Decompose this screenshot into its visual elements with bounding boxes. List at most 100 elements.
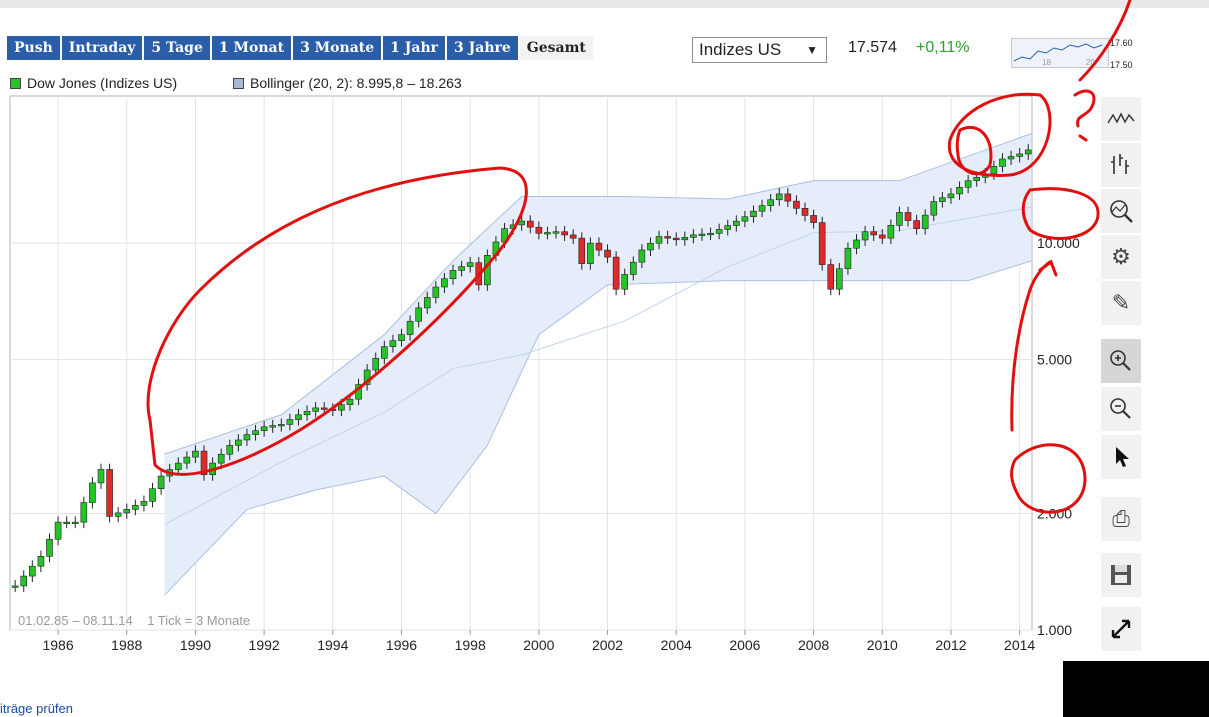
candle: [638, 244, 646, 269]
candle-body: [295, 414, 302, 420]
mini-chart[interactable]: 18 20: [1011, 38, 1109, 68]
candle-body: [406, 320, 414, 335]
candle-body: [810, 215, 817, 223]
candle-body: [200, 450, 208, 476]
candle-body: [80, 502, 88, 523]
candle-body: [801, 208, 809, 216]
y-tick-label: 1.000: [1037, 622, 1072, 638]
candle-body: [741, 216, 749, 222]
candle: [939, 191, 946, 208]
candle-body: [89, 482, 96, 503]
indicator-magnifier-icon[interactable]: [1101, 189, 1141, 233]
annotation-small-circle: [955, 126, 993, 176]
candle-body: [398, 334, 405, 341]
candle: [870, 225, 877, 241]
candle: [200, 445, 208, 481]
candle: [715, 223, 723, 240]
market-selector[interactable]: Indizes US ▼: [692, 37, 827, 63]
candle-body: [526, 220, 534, 228]
tab-1-monat[interactable]: 1 Monat: [211, 36, 292, 60]
market-selector-value: Indizes US: [699, 40, 782, 59]
tab-push[interactable]: Push: [7, 36, 60, 60]
print-icon[interactable]: ⎙: [1101, 497, 1141, 541]
candle: [132, 499, 139, 516]
footer-link[interactable]: iträge prüfen: [0, 701, 73, 716]
candle: [526, 215, 534, 234]
candle-body: [724, 225, 732, 230]
settings-gears-icon[interactable]: ⚙: [1101, 235, 1141, 279]
tab-intraday[interactable]: Intraday: [61, 36, 143, 60]
candle: [441, 272, 448, 294]
candle: [647, 237, 654, 256]
y-tick-label: 5.000: [1037, 352, 1072, 368]
top-strip: [0, 0, 1209, 8]
candle: [664, 230, 671, 245]
candle: [484, 249, 491, 291]
candle: [106, 463, 113, 523]
candle-body: [793, 200, 800, 209]
draw-pencil-icon[interactable]: ✎: [1101, 281, 1141, 325]
candle-body: [578, 237, 586, 264]
candle: [312, 402, 319, 418]
candle: [277, 418, 285, 432]
fullscreen-icon[interactable]: [1101, 607, 1141, 651]
candle: [192, 445, 199, 464]
candle-body: [904, 212, 912, 221]
annotation-question-mark: [1073, 0, 1132, 142]
annotation-loop-1990s: [146, 166, 528, 476]
x-tick-label: 1998: [455, 637, 486, 653]
candle-body: [11, 585, 19, 588]
candle-body: [484, 254, 491, 286]
tab-5-tage[interactable]: 5 Tage: [144, 36, 210, 60]
candle: [947, 188, 955, 204]
candle: [260, 421, 268, 437]
candle-body: [132, 505, 139, 510]
bollinger-upper-line: [164, 133, 1032, 455]
candle-body: [46, 538, 53, 557]
candle: [698, 228, 706, 241]
candle-body: [149, 488, 156, 502]
candle-body: [629, 261, 637, 275]
candle: [415, 302, 422, 328]
legend-series-bollinger: Bollinger (20, 2): 8.995,8 – 18.263: [233, 75, 462, 91]
bollinger-area: [164, 133, 1032, 596]
ohlc-chart-icon[interactable]: [1101, 143, 1141, 187]
candle-body: [140, 501, 148, 506]
candle: [157, 470, 165, 495]
candle-body: [20, 575, 28, 587]
candle-body: [853, 239, 860, 249]
zoom-out-icon[interactable]: [1101, 387, 1141, 431]
candle: [89, 477, 96, 509]
tab-3-monate[interactable]: 3 Monate: [293, 36, 382, 60]
tab-1-jahr[interactable]: 1 Jahr: [383, 36, 446, 60]
candle: [655, 230, 663, 250]
candle-body: [621, 274, 629, 290]
candle-body: [286, 419, 294, 425]
candle: [595, 237, 603, 257]
candle: [449, 264, 457, 285]
candle-body: [921, 214, 929, 229]
candle-body: [638, 249, 646, 263]
zoom-in-icon[interactable]: [1101, 339, 1141, 383]
candle: [999, 153, 1006, 173]
candle-body: [37, 556, 45, 567]
candle-body: [157, 475, 165, 490]
candle-body: [544, 232, 551, 235]
save-icon[interactable]: [1101, 553, 1141, 597]
candle-body: [587, 242, 594, 264]
candle: [578, 232, 586, 270]
pointer-icon[interactable]: [1101, 435, 1141, 479]
tab-3-jahre[interactable]: 3 Jahre: [447, 36, 518, 60]
tab-gesamt[interactable]: Gesamt: [519, 36, 593, 60]
candle: [707, 227, 714, 241]
candle: [810, 209, 817, 229]
candle: [458, 260, 465, 277]
candle: [398, 328, 405, 347]
candle-body: [569, 234, 577, 239]
x-tick-label: 1990: [180, 637, 211, 653]
bollinger-band: [164, 133, 1032, 596]
line-chart-icon[interactable]: [1101, 97, 1141, 141]
candle: [767, 193, 774, 212]
candle: [46, 533, 53, 563]
